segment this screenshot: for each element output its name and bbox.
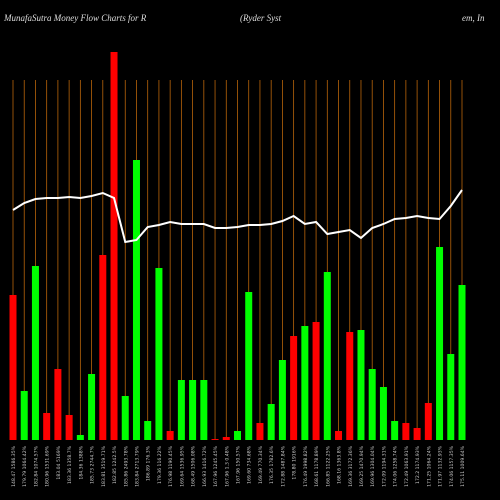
bar	[20, 391, 28, 440]
x-tick-label: 185.86 2493.78%	[123, 445, 129, 487]
bar	[391, 421, 399, 440]
bar	[267, 404, 275, 440]
x-tick-label: 168.61 1178.89%	[314, 445, 320, 487]
bar	[447, 354, 455, 440]
x-tick-label: 168.16 1363.8%	[337, 445, 343, 484]
x-tick-label: 183.04 5169%	[56, 445, 62, 479]
x-tick-label: 180.96 1531.69%	[45, 445, 51, 487]
x-tick-label: 167.96 1245.45%	[213, 445, 219, 487]
bar	[9, 295, 17, 440]
bar	[200, 380, 208, 440]
x-tick-label: 179.79 1064.42%	[22, 445, 28, 487]
bar	[211, 439, 219, 440]
x-tick-label: 183.81 3519.71%	[101, 445, 107, 487]
bar	[65, 415, 73, 440]
bar	[346, 332, 354, 440]
x-tick-label: 182.84 1074.57%	[33, 445, 39, 487]
x-tick-label: 169.49 770.34%	[258, 445, 264, 484]
x-tick-label: 184.36 1388%	[78, 445, 84, 479]
x-tick-label: 179.36 116.22%	[157, 445, 163, 484]
x-tick-label: 176.98 1190.45%	[168, 445, 174, 487]
x-tick-label: 172.49 1063.91%	[404, 445, 410, 487]
bar	[31, 266, 39, 440]
x-tick-label: 169.25 1470.94%	[359, 445, 365, 487]
x-tick-label: 176.49 1998.82%	[303, 445, 309, 487]
x-tick-label: 183.84 2713.79%	[134, 445, 140, 487]
x-tick-label: 171.25 1064.24%	[426, 445, 432, 487]
bar	[368, 369, 376, 440]
bar	[234, 431, 241, 440]
bar	[312, 322, 320, 440]
bar	[177, 380, 185, 440]
bar	[155, 268, 163, 440]
x-tick-label: 183.36 1358.7%	[67, 445, 73, 484]
bar	[436, 247, 444, 440]
bar	[166, 431, 174, 440]
x-tick-label: 167.96 150.57%	[236, 445, 242, 484]
bar	[323, 272, 331, 440]
x-tick-label: 169.96 1304.04%	[370, 445, 376, 487]
x-tick-label: 176.35 1782.6%	[269, 445, 275, 484]
bar	[290, 336, 298, 440]
bar	[458, 285, 466, 440]
x-tick-label: 186.89 176.3%	[146, 445, 152, 481]
bar	[256, 423, 264, 440]
bar	[335, 431, 343, 440]
bar	[413, 428, 421, 440]
bar	[379, 387, 387, 440]
bar	[132, 160, 140, 440]
x-tick-label: 168.49 1506.08%	[191, 445, 197, 487]
x-tick-label: 169.64 1536.95%	[179, 445, 185, 487]
x-tick-label: 174.06 1157.35%	[449, 445, 455, 487]
x-tick-label: 166.93 1416.72%	[202, 445, 208, 487]
x-tick-label: 172.2 1174.93%	[415, 445, 421, 484]
x-tick-label: 172.88 1487.84%	[280, 445, 286, 487]
bar	[357, 330, 365, 440]
chart-title: em, In	[462, 13, 485, 23]
bar	[121, 396, 129, 440]
x-tick-label: 167.96 1.3 0.48%	[224, 445, 230, 487]
x-tick-label: 172.09 1194.31%	[381, 445, 387, 487]
chart-title: (Ryder Syst	[240, 13, 282, 23]
bar	[278, 360, 286, 440]
bar	[110, 52, 118, 440]
bar	[245, 292, 253, 440]
bar	[144, 421, 152, 440]
x-tick-label: 175.11 1009.64%	[460, 445, 466, 487]
x-tick-label: 182.85 1242.5%	[112, 445, 118, 484]
x-tick-label: 174.06 1258.74%	[393, 445, 399, 487]
bar	[222, 437, 230, 440]
bar	[76, 435, 84, 440]
line	[12, 189, 463, 244]
x-tick-label: 171.97 1132.93%	[438, 445, 444, 487]
x-tick-label: 166.85 1122.25%	[325, 445, 331, 487]
x-tick-label: 185.73 2744.7%	[90, 445, 96, 484]
bar	[54, 369, 62, 440]
chart-title: MunafaSutra Money Flow Charts for R	[3, 13, 147, 23]
bar	[43, 413, 51, 440]
bar	[424, 403, 432, 440]
bar	[88, 374, 96, 440]
x-tick-label: 178.80 1916%	[292, 445, 298, 479]
bar	[402, 423, 410, 440]
bar	[301, 326, 309, 440]
bar	[99, 255, 107, 440]
x-tick-label: 148.47 1586.35%	[11, 445, 17, 487]
x-tick-label: 169.36 3172.36%	[348, 445, 354, 487]
bar	[189, 380, 197, 440]
x-tick-label: 169.60 734.68%	[247, 445, 253, 484]
